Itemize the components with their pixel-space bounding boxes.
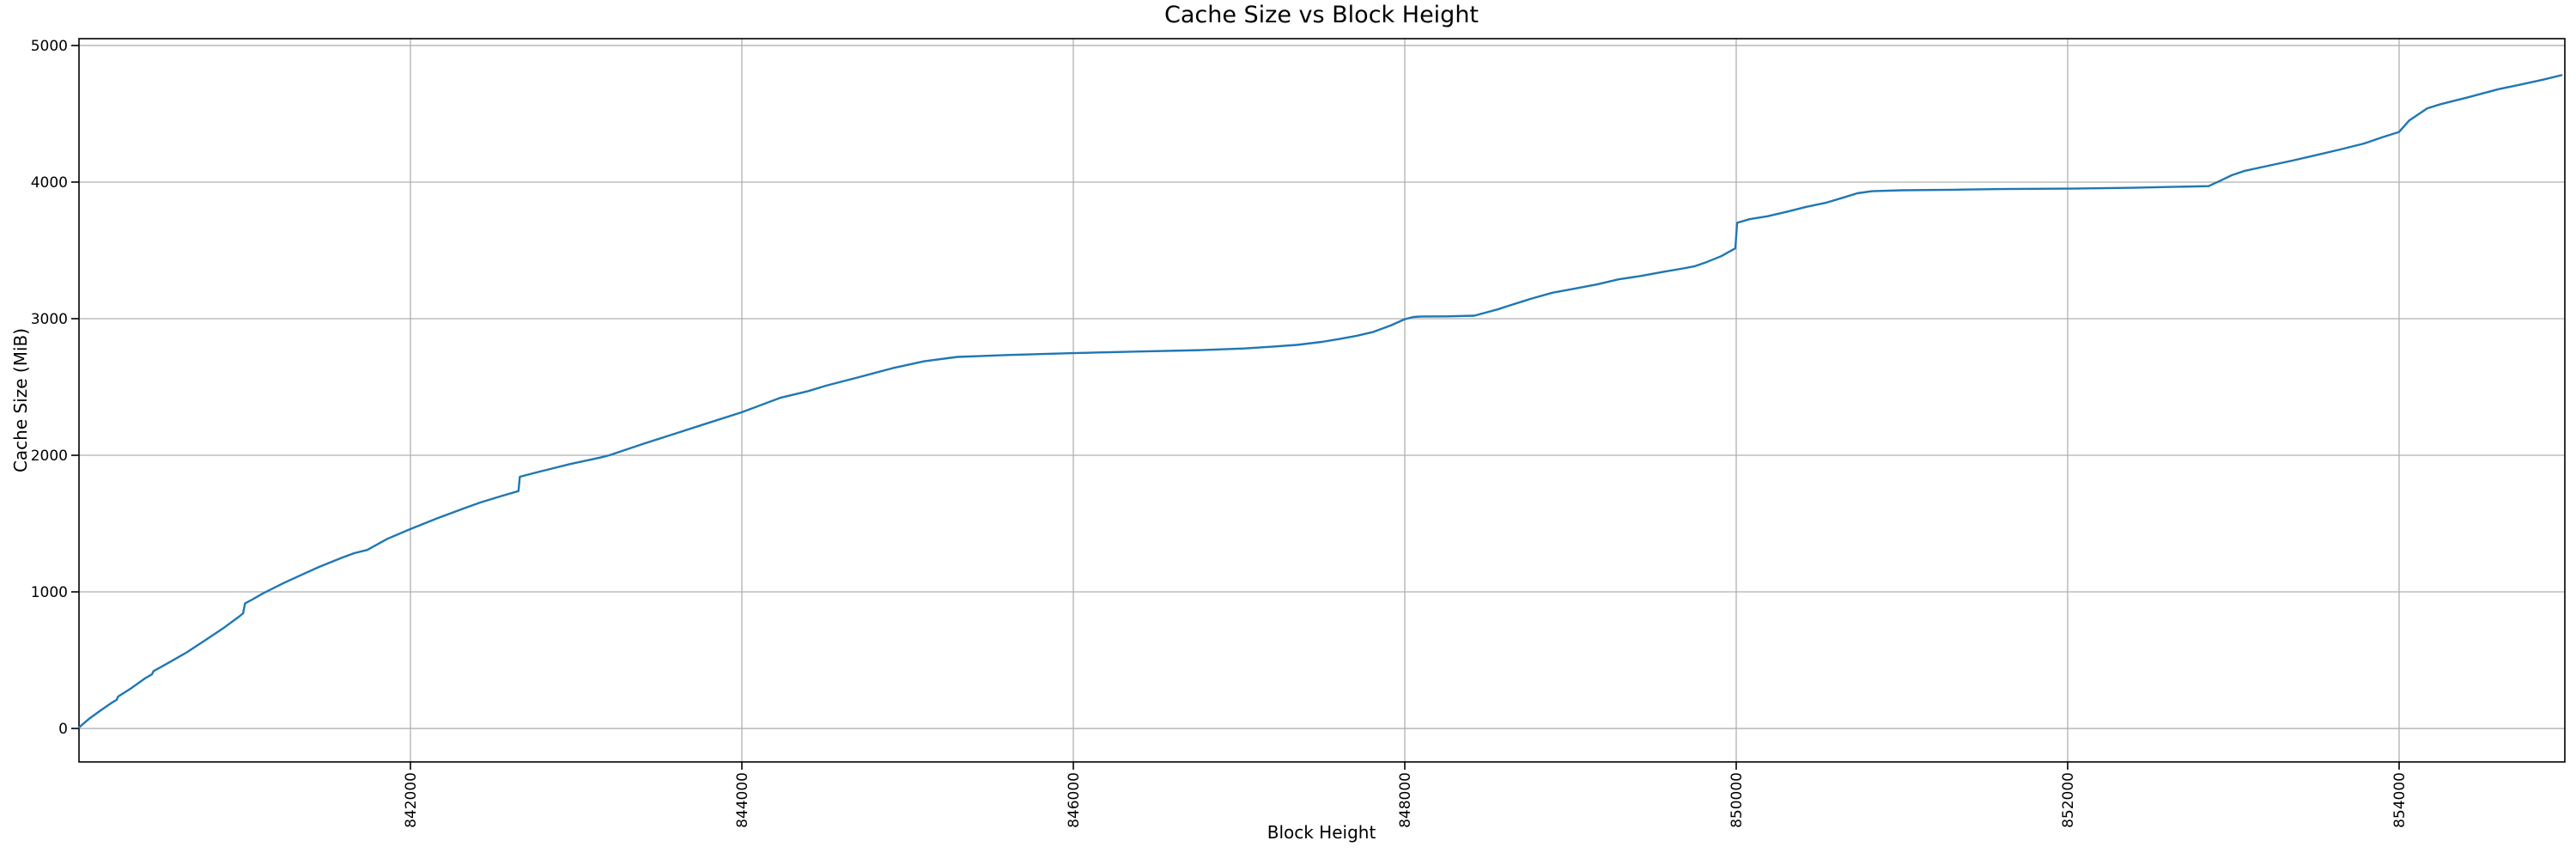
y-tick-label: 3000 — [31, 311, 68, 328]
x-axis-label: Block Height — [1267, 822, 1376, 843]
y-axis-label: Cache Size (MiB) — [10, 327, 31, 473]
x-tick-label: 850000 — [1728, 772, 1746, 828]
x-tick-label: 854000 — [2391, 772, 2409, 828]
x-tick-label: 848000 — [1397, 772, 1414, 828]
x-tick-label: 852000 — [2060, 772, 2077, 828]
y-tick-label: 2000 — [31, 448, 68, 465]
x-tick-label: 844000 — [734, 772, 751, 828]
y-tick-label: 4000 — [31, 174, 68, 192]
x-tick-label: 846000 — [1066, 772, 1083, 828]
y-tick-label: 5000 — [31, 38, 68, 55]
y-tick-label: 0 — [58, 721, 68, 738]
axes-frame — [78, 38, 2566, 763]
x-tick-label: 842000 — [403, 772, 420, 828]
chart-title: Cache Size vs Block Height — [1163, 2, 1479, 28]
cache-size-line — [77, 74, 2563, 728]
y-tick-label: 1000 — [31, 584, 68, 601]
